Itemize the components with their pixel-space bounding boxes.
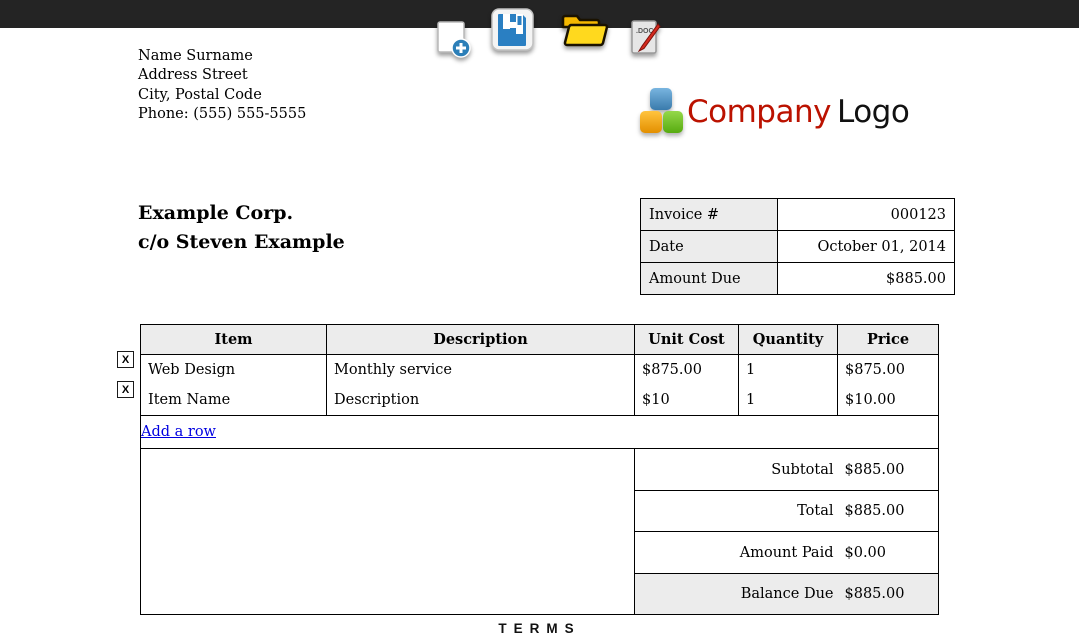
add-row-row: Add a row (140, 415, 939, 449)
header-item: Item (140, 324, 327, 355)
header-price: Price (837, 324, 939, 355)
item-1-name[interactable]: Web Design (140, 354, 327, 385)
amount-due-row: Amount Due $885.00 (640, 262, 955, 295)
export-doc-icon[interactable]: .DOC (630, 20, 664, 61)
item-2-unit-cost[interactable]: $10 (634, 385, 739, 416)
item-2-name[interactable]: Item Name (140, 385, 327, 416)
add-row-cell: Add a row (140, 415, 939, 449)
item-2-description[interactable]: Description (326, 385, 635, 416)
bill-to-contact: c/o Steven Example (138, 230, 345, 253)
items-table: Item Description Unit Cost Quantity Pric… (140, 324, 939, 615)
header-unit-cost: Unit Cost (634, 324, 739, 355)
invoice-date-value[interactable]: October 01, 2014 (777, 230, 955, 263)
logo-text-primary: Company (687, 94, 831, 130)
open-folder-icon[interactable] (561, 10, 609, 53)
total-value: $885.00 (837, 490, 939, 532)
balance-due-label: Balance Due (634, 573, 838, 615)
amount-due-label: Amount Due (640, 262, 778, 295)
company-logo: Company Logo (639, 86, 910, 138)
delete-row-2-button[interactable]: X (117, 381, 134, 398)
header-quantity: Quantity (738, 324, 838, 355)
invoice-date-row: Date October 01, 2014 (640, 230, 955, 263)
item-1-description[interactable]: Monthly service (326, 354, 635, 385)
sender-city: City, Postal Code (138, 86, 262, 103)
bill-to-company: Example Corp. (138, 202, 294, 224)
item-row-1: Web Design Monthly service $875.00 1 $87… (140, 354, 939, 385)
sender-name: Name Surname (138, 48, 253, 64)
delete-row-1-button[interactable]: X (117, 351, 134, 368)
save-icon[interactable] (491, 8, 534, 56)
total-label: Total (634, 490, 838, 532)
sender-phone: Phone: (555) 555-5555 (138, 106, 307, 123)
new-document-icon[interactable] (437, 21, 471, 62)
amount-paid-value[interactable]: $0.00 (837, 531, 939, 574)
header-description: Description (326, 324, 635, 355)
bill-to-block: Example Corp. c/o Steven Example (138, 199, 345, 256)
totals-blank-cell (140, 448, 635, 615)
invoice-number-label: Invoice # (640, 198, 778, 231)
amount-due-value: $885.00 (777, 262, 955, 295)
invoice-number-value[interactable]: 000123 (777, 198, 955, 231)
sender-address: Name Surname Address Street City, Postal… (138, 47, 306, 125)
item-1-price: $875.00 (837, 354, 939, 385)
item-2-price: $10.00 (837, 385, 939, 416)
invoice-date-label: Date (640, 230, 778, 263)
item-1-unit-cost[interactable]: $875.00 (634, 354, 739, 385)
subtotal-row: Subtotal $885.00 (140, 448, 939, 615)
invoice-number-row: Invoice # 000123 (640, 198, 955, 231)
balance-due-row: Balance Due $885.00 (141, 573, 939, 615)
item-row-2: Item Name Description $10 1 $10.00 (140, 385, 939, 416)
logo-text-secondary: Logo (836, 94, 910, 130)
amount-paid-row: Amount Paid $0.00 (141, 531, 939, 574)
terms-heading: TERMS (498, 621, 581, 636)
invoice-info-table: Invoice # 000123 Date October 01, 2014 A… (640, 198, 955, 295)
add-row-link[interactable]: Add a row (141, 424, 216, 440)
doc-badge-text: .DOC (636, 28, 654, 35)
toolbar (0, 0, 1079, 28)
items-header-row: Item Description Unit Cost Quantity Pric… (140, 324, 939, 355)
logo-text: Company Logo (687, 94, 910, 130)
sender-street: Address Street (138, 67, 248, 84)
item-1-quantity[interactable]: 1 (738, 354, 838, 385)
amount-paid-label: Amount Paid (634, 531, 838, 574)
logo-blocks-icon (639, 86, 684, 138)
balance-due-value: $885.00 (837, 573, 939, 615)
subtotal-label: Subtotal (634, 448, 838, 491)
item-2-quantity[interactable]: 1 (738, 385, 838, 416)
subtotal-value: $885.00 (837, 448, 939, 491)
